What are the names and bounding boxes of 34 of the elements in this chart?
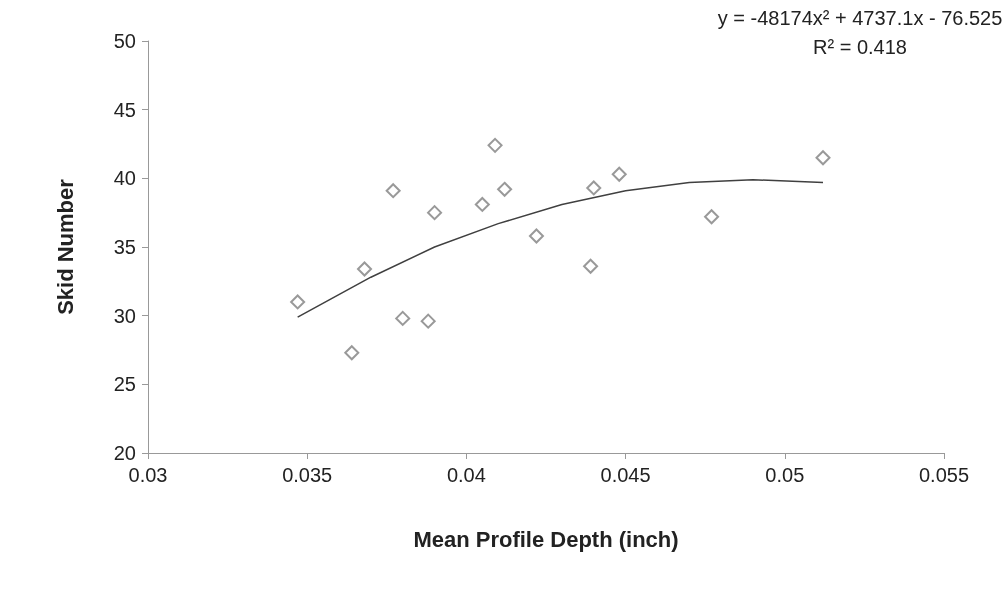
y-tick-label: 35 (113, 236, 136, 258)
point (420, 313, 436, 329)
y-tick-label: 40 (113, 167, 136, 190)
point (344, 345, 360, 361)
y-tick-label: 30 (113, 304, 136, 327)
point (487, 137, 503, 153)
point (357, 261, 373, 277)
y-axis-title: Skid Number (52, 178, 78, 315)
point (528, 228, 544, 244)
x-tick-label: 0.05 (765, 464, 805, 486)
point (395, 310, 411, 326)
x-tick-label: 0.03 (128, 464, 168, 486)
point (497, 181, 513, 197)
x-tick-label: 0.055 (918, 464, 970, 486)
x-tick-label: 0.04 (446, 464, 486, 486)
line-series (296, 178, 824, 318)
text: y = -48174x² + 4737.1x - 76.525 (717, 7, 1003, 29)
x-axis-title: Mean Profile Depth (inch) (413, 526, 679, 552)
point (427, 205, 443, 221)
annotation: R² = 0.418 (813, 36, 907, 58)
x-tick-label: 0.045 (600, 464, 651, 486)
point (611, 166, 627, 182)
point (815, 150, 831, 166)
x-tick-label: 0.035 (282, 464, 333, 486)
y-tick-label: 20 (113, 442, 136, 464)
point (586, 180, 602, 196)
point (385, 183, 401, 199)
y-tick-label: 45 (113, 98, 136, 121)
y-tick-label: 25 (113, 373, 136, 396)
y-tick-label: 50 (113, 30, 136, 52)
point (583, 258, 599, 274)
point (474, 196, 490, 212)
point (704, 209, 720, 225)
point (290, 294, 306, 310)
